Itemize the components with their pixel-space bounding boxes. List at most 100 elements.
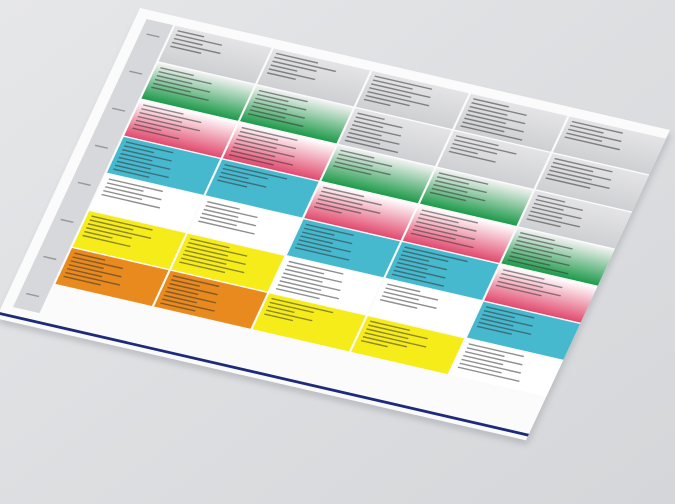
- text-line: [438, 172, 489, 185]
- text-line: [137, 115, 201, 132]
- text-line: [360, 339, 388, 348]
- text-line: [469, 105, 508, 116]
- time-label: [94, 144, 109, 149]
- text-line: [186, 245, 229, 257]
- time-slot: [205, 159, 319, 218]
- text-line: [400, 254, 430, 262]
- text-line: [476, 325, 513, 335]
- text-line: [85, 227, 133, 239]
- text-line: [160, 67, 195, 77]
- text-line: [123, 145, 155, 154]
- text-line: [302, 231, 353, 245]
- time-slot: [304, 182, 418, 241]
- text-line: [322, 186, 365, 198]
- time-slot: [449, 338, 563, 397]
- text-line: [455, 135, 499, 147]
- text-line: [180, 257, 245, 274]
- text-line: [379, 298, 418, 309]
- text-line: [395, 265, 446, 279]
- time-slot: [72, 210, 186, 269]
- time-slot: [252, 293, 366, 352]
- text-line: [113, 168, 150, 179]
- text-line: [125, 141, 174, 154]
- text-line: [120, 152, 153, 162]
- time-slot: [518, 190, 632, 249]
- text-line: [253, 101, 288, 111]
- text-line: [156, 74, 193, 85]
- text-line: [230, 150, 294, 166]
- text-line: [228, 154, 274, 166]
- text-line: [274, 56, 337, 73]
- text-line: [182, 253, 227, 265]
- text-line: [101, 193, 161, 209]
- text-line: [372, 79, 413, 90]
- text-line: [284, 268, 343, 283]
- text-line: [516, 239, 554, 250]
- text-line: [152, 82, 192, 93]
- time-slot: [385, 241, 499, 300]
- text-line: [457, 366, 520, 382]
- text-line: [391, 273, 445, 287]
- text-line: [317, 198, 381, 214]
- text-line: [207, 201, 240, 210]
- text-line: [478, 321, 532, 336]
- time-slot: [437, 130, 551, 189]
- text-line: [198, 220, 255, 235]
- text-line: [569, 124, 604, 134]
- text-line: [545, 177, 591, 189]
- text-line: [264, 313, 294, 322]
- text-line: [313, 206, 342, 214]
- text-line: [402, 250, 449, 263]
- text-line: [338, 153, 393, 168]
- text-line: [175, 33, 223, 46]
- text-line: [279, 280, 322, 291]
- time-slot: [286, 219, 401, 278]
- text-line: [236, 138, 277, 150]
- text-line: [509, 255, 551, 266]
- text-line: [344, 139, 399, 154]
- text-line: [249, 109, 286, 119]
- text-line: [429, 191, 467, 202]
- text-line: [247, 113, 304, 128]
- text-line: [275, 287, 320, 300]
- text-line: [417, 217, 477, 232]
- text-line: [232, 146, 276, 158]
- text-line: [288, 260, 344, 275]
- time-label: [111, 107, 126, 112]
- text-line: [528, 214, 581, 228]
- text-line: [507, 259, 569, 275]
- time-slot: [269, 256, 383, 315]
- text-line: [203, 208, 239, 219]
- text-line: [471, 102, 527, 117]
- text-line: [398, 258, 448, 271]
- time-label: [25, 292, 40, 298]
- time-slot: [338, 108, 452, 167]
- text-line: [531, 206, 582, 220]
- text-line: [319, 194, 363, 206]
- text-line: [452, 142, 498, 155]
- text-line: [472, 98, 510, 108]
- text-line: [350, 128, 382, 137]
- text-line: [510, 251, 570, 267]
- text-line: [512, 247, 553, 258]
- text-line: [106, 182, 144, 192]
- text-line: [431, 187, 486, 202]
- text-line: [550, 165, 612, 181]
- text-line: [502, 269, 545, 280]
- time-slot: [419, 167, 534, 226]
- text-line: [464, 350, 523, 366]
- text-line: [348, 131, 400, 145]
- text-line: [355, 116, 403, 129]
- text-line: [353, 120, 384, 129]
- text-line: [434, 180, 488, 194]
- text-line: [132, 127, 180, 140]
- text-line: [305, 223, 354, 236]
- text-line: [357, 112, 385, 121]
- time-slot: [454, 93, 568, 152]
- text-line: [497, 280, 562, 297]
- time-slot: [222, 122, 336, 181]
- label-column: [12, 19, 174, 314]
- time-label: [146, 33, 160, 38]
- text-line: [462, 121, 505, 133]
